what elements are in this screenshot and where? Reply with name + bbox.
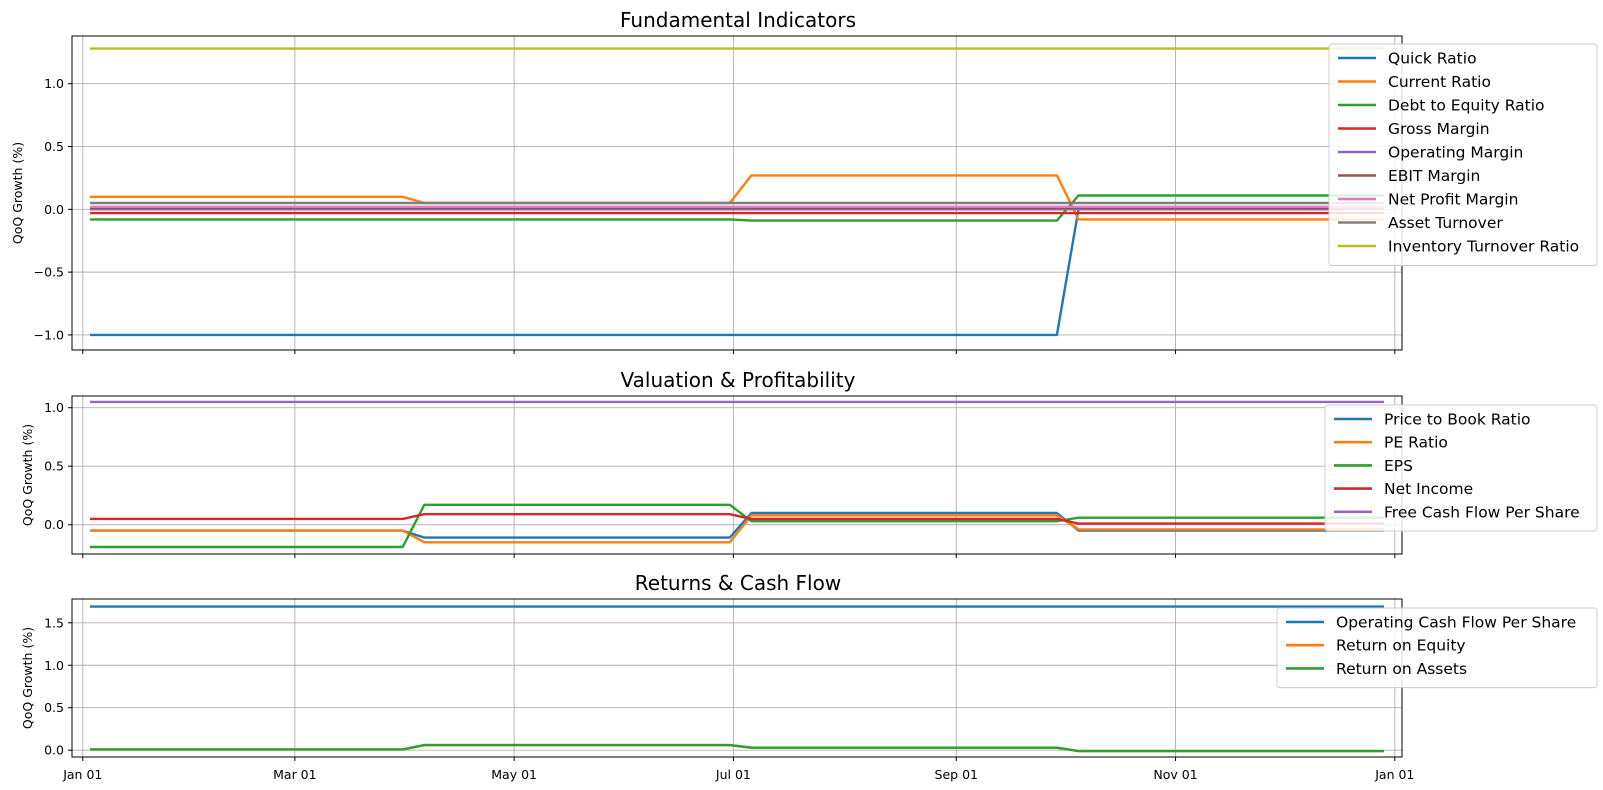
legend-label: Gross Margin — [1388, 120, 1490, 138]
legend-label: Current Ratio — [1388, 73, 1491, 91]
y-tick-label: 0.5 — [44, 459, 64, 474]
subplot-3: 0.0 0.5 1.0 1.5 Jan 01 Mar 01 May 01 Jul 01 Sep … — [20, 571, 1598, 782]
legend: Operating Cash Flow Per Share Return on E… — [1276, 607, 1598, 689]
x-tick-label: May 01 — [491, 767, 537, 782]
legend-box — [1324, 404, 1598, 532]
legend: Price to Book Ratio PE Ratio EPS Net Income… — [1324, 404, 1598, 532]
legend-box — [1328, 43, 1598, 266]
x-tick-label: Jul 01 — [715, 767, 751, 782]
y-axis-label: QoQ Growth (%) — [10, 142, 25, 244]
legend-label: Operating Cash Flow Per Share — [1336, 614, 1576, 632]
legend-label: Asset Turnover — [1388, 214, 1503, 232]
legend-label: Operating Margin — [1388, 144, 1523, 162]
y-tick-label: −0.5 — [34, 265, 64, 280]
legend-label: PE Ratio — [1384, 434, 1448, 452]
series-line-debt-to-equity-ratio — [90, 194, 1384, 222]
legend-label: Return on Assets — [1336, 660, 1467, 678]
x-tick-label: Mar 01 — [273, 767, 316, 782]
legend-label: Net Profit Margin — [1388, 191, 1518, 209]
legend-label: EBIT Margin — [1388, 167, 1480, 185]
y-tick-label: 0.5 — [44, 700, 64, 715]
legend-label: EPS — [1384, 457, 1413, 475]
legend-box — [1276, 607, 1598, 689]
y-tick-label: 1.0 — [44, 658, 64, 673]
subplot-2: 0.0 0.5 1.0 Valuation & Profitability QoQ Gr… — [20, 368, 1598, 558]
legend-label: Debt to Equity Ratio — [1388, 97, 1545, 115]
y-tick-label: 0.0 — [44, 743, 64, 758]
chart-title: Fundamental Indicators — [620, 8, 856, 32]
legend-label: Price to Book Ratio — [1384, 411, 1531, 429]
x-tick-label: Jan 01 — [1374, 767, 1414, 782]
x-tick-label: Sep 01 — [935, 767, 978, 782]
legend-label: Inventory Turnover Ratio — [1388, 238, 1579, 256]
series-line-return-on-assets — [90, 743, 1384, 753]
y-tick-label: −1.0 — [34, 327, 64, 342]
legend-label: Return on Equity — [1336, 637, 1466, 655]
chart-title: Valuation & Profitability — [621, 368, 856, 392]
legend-label: Net Income — [1384, 480, 1473, 498]
x-tick-label: Nov 01 — [1153, 767, 1197, 782]
y-axis-label: QoQ Growth (%) — [20, 627, 35, 729]
y-tick-label: 1.0 — [44, 400, 64, 415]
y-tick-label: 0.0 — [44, 517, 64, 532]
series-line-quick-ratio — [90, 208, 1384, 337]
x-tick-label: Jan 01 — [62, 767, 102, 782]
series-line-eps — [90, 503, 1384, 549]
series-line-net-income — [90, 513, 1384, 525]
y-tick-label: 1.0 — [44, 76, 64, 91]
y-tick-label: 0.5 — [44, 139, 64, 154]
legend-label: Quick Ratio — [1388, 50, 1477, 68]
y-tick-label: 0.0 — [44, 202, 64, 217]
y-tick-label: 1.5 — [44, 615, 64, 630]
subplot-1: −1.0 −0.5 0.0 0.5 1.0 Fundamental Indicators Q… — [10, 8, 1598, 354]
legend: Quick Ratio Current Ratio Debt to Equity R… — [1328, 43, 1598, 266]
chart-title: Returns & Cash Flow — [635, 571, 841, 595]
series-line-pe-ratio — [90, 514, 1384, 544]
legend-label: Free Cash Flow Per Share — [1384, 503, 1580, 521]
y-axis-label: QoQ Growth (%) — [20, 424, 35, 526]
